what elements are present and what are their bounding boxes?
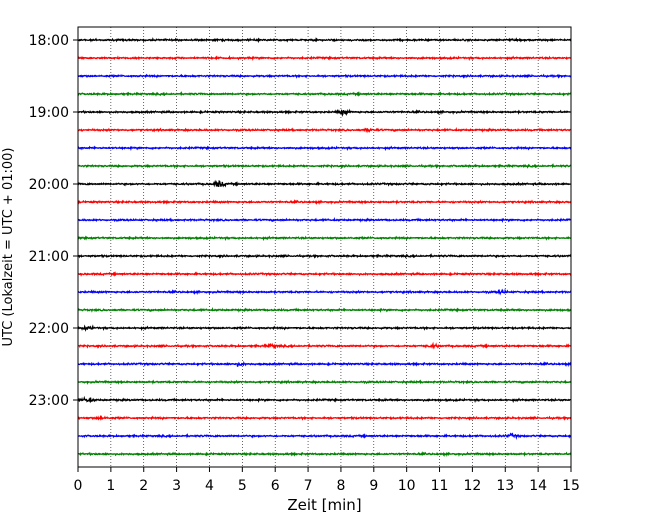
- y-tick-label: 23:00: [29, 393, 69, 409]
- x-tick-label: 14: [529, 478, 547, 494]
- trace-2330: [77, 432, 572, 441]
- trace-1915: [77, 127, 572, 134]
- y-tick-label: 20:00: [29, 177, 69, 193]
- x-tick-label: 4: [205, 478, 214, 494]
- x-tick-label: 9: [369, 478, 378, 494]
- grid-lines: [110, 27, 539, 467]
- x-tick-label: 13: [496, 478, 514, 494]
- y-tick-label: 18:00: [29, 33, 69, 49]
- y-tick-label: 21:00: [29, 249, 69, 265]
- x-tick-label: 7: [304, 478, 313, 494]
- trace-1945: [77, 162, 572, 169]
- x-tick-label: 5: [238, 478, 247, 494]
- plot-frame: [77, 26, 572, 468]
- x-tick-label: 8: [336, 478, 345, 494]
- x-tick-label: 0: [74, 478, 83, 494]
- seismogram-traces: [77, 37, 572, 458]
- trace-2300: [77, 395, 572, 404]
- y-tick-label: 22:00: [29, 321, 69, 337]
- y-axis-label: UTC (Lokalzeit = UTC + 01:00): [1, 148, 16, 347]
- trace-2115: [77, 271, 572, 277]
- trace-2130: [77, 288, 572, 296]
- x-tick-label: 15: [562, 478, 580, 494]
- x-tick-label: 12: [463, 478, 481, 494]
- x-tick-label: 10: [398, 478, 416, 494]
- trace-2000: [77, 179, 572, 188]
- trace-1830: [77, 73, 572, 79]
- trace-1930: [77, 145, 572, 152]
- y-axis-ticks: 18:00 19:00 20:00 21:00 22:00 23:00: [29, 33, 78, 409]
- y-tick-label: 19:00: [29, 105, 69, 121]
- trace-2230: [77, 360, 572, 368]
- trace-2100: [77, 252, 572, 259]
- trace-2030: [77, 217, 572, 224]
- trace-2315: [77, 414, 572, 422]
- trace-1815: [77, 54, 572, 62]
- trace-2145: [77, 307, 572, 314]
- x-axis-ticks: 0 1 2 3 4 5 6 7 8 9 10 11 12 13 14 15: [74, 467, 580, 494]
- trace-2015: [77, 199, 572, 206]
- trace-1800: [77, 37, 572, 44]
- trace-2045: [77, 235, 572, 242]
- x-tick-label: 6: [271, 478, 280, 494]
- trace-2215: [77, 341, 572, 350]
- x-tick-label: 3: [172, 478, 181, 494]
- trace-2200: [77, 324, 572, 332]
- trace-2245: [77, 379, 572, 385]
- trace-1845: [77, 90, 572, 97]
- trace-2345: [77, 451, 572, 458]
- x-tick-label: 1: [106, 478, 115, 494]
- x-tick-label: 11: [431, 478, 449, 494]
- trace-1900: [77, 108, 572, 117]
- x-tick-label: 2: [139, 478, 148, 494]
- x-axis-label: Zeit [min]: [287, 496, 361, 514]
